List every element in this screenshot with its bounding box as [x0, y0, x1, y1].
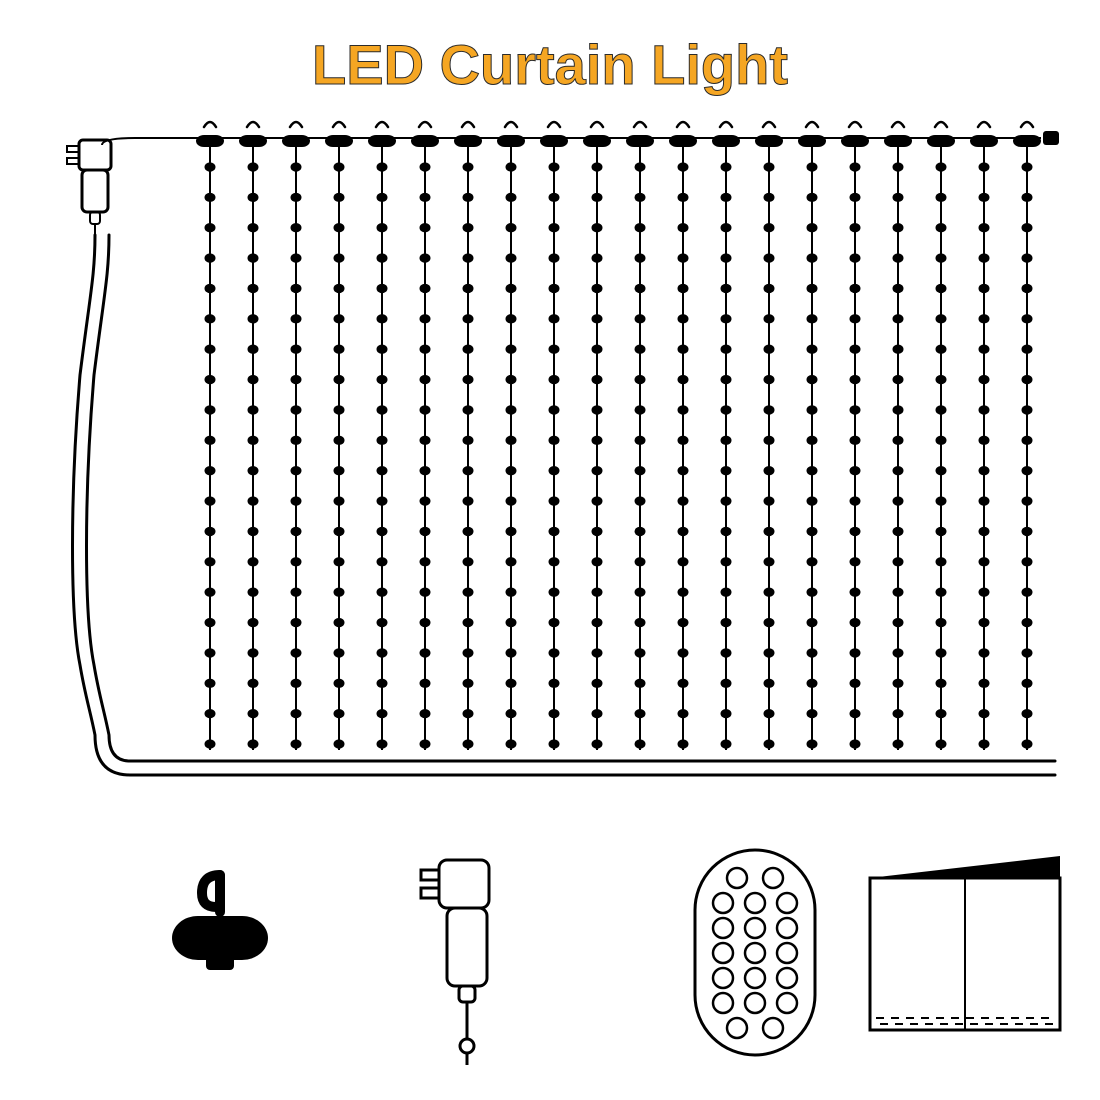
- page-title: LED Curtain Light: [0, 32, 1100, 97]
- title-text: LED Curtain Light: [312, 33, 788, 96]
- product-diagram: [0, 0, 1100, 1100]
